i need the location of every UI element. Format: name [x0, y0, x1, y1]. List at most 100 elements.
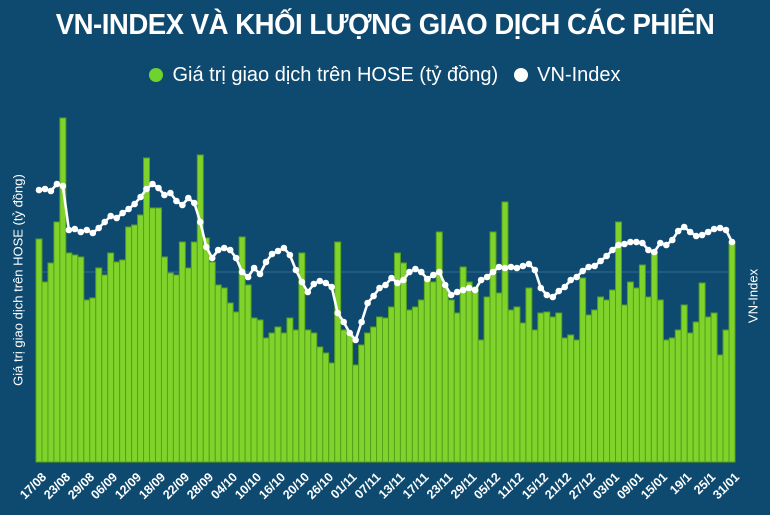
volume-bar	[226, 302, 234, 463]
vnindex-marker	[441, 281, 449, 289]
volume-bar	[722, 329, 730, 463]
vnindex-marker	[101, 218, 108, 226]
volume-bar	[447, 299, 455, 463]
vnindex-marker	[370, 292, 377, 300]
volume-bar	[716, 354, 724, 463]
volume-bar	[692, 321, 700, 463]
volume-bar	[101, 274, 109, 463]
vnindex-marker	[382, 281, 389, 289]
vnindex-marker	[465, 284, 473, 292]
vnindex-marker	[501, 264, 509, 272]
vnindex-marker	[274, 247, 282, 255]
vnindex-marker	[579, 267, 586, 275]
vnindex-marker	[436, 268, 443, 276]
vnindex-marker	[328, 283, 336, 291]
volume-bar	[304, 329, 312, 463]
volume-bar	[71, 254, 79, 463]
vnindex-marker	[167, 189, 174, 197]
vnindex-marker	[214, 246, 222, 254]
volume-bar	[609, 289, 617, 463]
vnindex-marker	[430, 271, 437, 279]
volume-bar	[250, 317, 258, 463]
volume-bar	[107, 252, 115, 463]
vnindex-marker	[149, 180, 156, 188]
vnindex-marker	[627, 238, 634, 246]
legend-label-vnindex: VN-Index	[537, 63, 621, 86]
vnindex-marker	[155, 184, 162, 192]
vnindex-marker	[107, 212, 114, 220]
vnindex-marker	[507, 263, 515, 271]
vnindex-marker	[639, 239, 646, 247]
volume-bar	[53, 221, 61, 463]
volume-bar	[196, 154, 204, 463]
legend-item-vnindex: VN-Index	[514, 63, 621, 87]
volume-bar	[543, 311, 551, 463]
volume-bar	[519, 322, 527, 463]
vnindex-marker	[113, 214, 120, 222]
vnindex-marker	[179, 201, 186, 209]
vnindex-marker	[280, 244, 288, 252]
vnindex-marker	[447, 291, 455, 299]
vnindex-marker	[531, 266, 539, 274]
vnindex-marker	[692, 232, 700, 240]
vnindex-marker	[376, 284, 383, 292]
volume-bar	[322, 352, 330, 463]
vnindex-marker	[489, 268, 497, 276]
legend-item-volume: Giá trị giao dịch trên HOSE (tỷ đồng)	[149, 64, 498, 87]
volume-bar	[399, 262, 407, 463]
vnindex-marker	[698, 231, 706, 239]
volume-bar	[501, 201, 509, 463]
chart-title: VN-INDEX VÀ KHỐI LƯỢNG GIAO DỊCH CÁC PHI…	[55, 9, 715, 41]
volume-bar	[149, 207, 156, 463]
vnindex-marker	[519, 262, 527, 270]
vnindex-marker	[471, 286, 479, 294]
volume-bar	[489, 231, 497, 463]
volume-bar	[137, 214, 145, 463]
volume-bar	[638, 264, 646, 463]
vnindex-marker	[453, 288, 461, 296]
volume-bar	[83, 299, 91, 463]
vnindex-marker	[477, 276, 485, 284]
volume-bar	[340, 329, 348, 463]
volume-bar	[429, 281, 437, 463]
volume-bar	[417, 299, 425, 463]
volume-bar	[567, 334, 575, 463]
vnindex-marker	[663, 241, 670, 249]
vnindex-marker	[71, 225, 79, 233]
vnindex-marker	[59, 182, 67, 190]
y-axis-label-right: VN-Index	[745, 268, 761, 324]
vnindex-marker	[728, 238, 736, 246]
volume-bar	[603, 299, 611, 463]
volume-bar	[668, 337, 676, 463]
volume-bar	[376, 316, 384, 463]
volume-bar	[220, 287, 228, 463]
vnindex-marker	[555, 287, 563, 295]
vnindex-marker	[125, 205, 132, 213]
vnindex-marker	[185, 194, 192, 202]
vnindex-marker	[680, 223, 688, 231]
volume-bar	[483, 296, 491, 463]
volume-bar	[405, 309, 413, 463]
volume-bar	[525, 287, 533, 463]
vnindex-marker	[609, 246, 616, 254]
volume-bar	[477, 339, 485, 463]
vnindex-marker	[316, 277, 324, 285]
vnindex-marker	[352, 336, 359, 344]
volume-bar	[65, 252, 73, 463]
volume-bar	[495, 292, 503, 463]
volume-bar	[208, 261, 216, 463]
volume-bar	[160, 256, 168, 463]
volume-bar	[710, 312, 718, 463]
vnindex-marker	[53, 180, 61, 188]
volume-bar	[698, 282, 706, 463]
volume-bar	[59, 117, 67, 463]
volume-bar	[143, 157, 151, 463]
volume-bar	[686, 332, 694, 463]
vnindex-marker	[191, 199, 198, 207]
vnindex-marker	[232, 254, 240, 262]
volume-bar	[656, 299, 664, 463]
volume-bar	[316, 346, 324, 463]
vnindex-marker	[161, 191, 168, 199]
vnindex-marker	[197, 218, 204, 226]
volume-bar	[620, 304, 628, 463]
